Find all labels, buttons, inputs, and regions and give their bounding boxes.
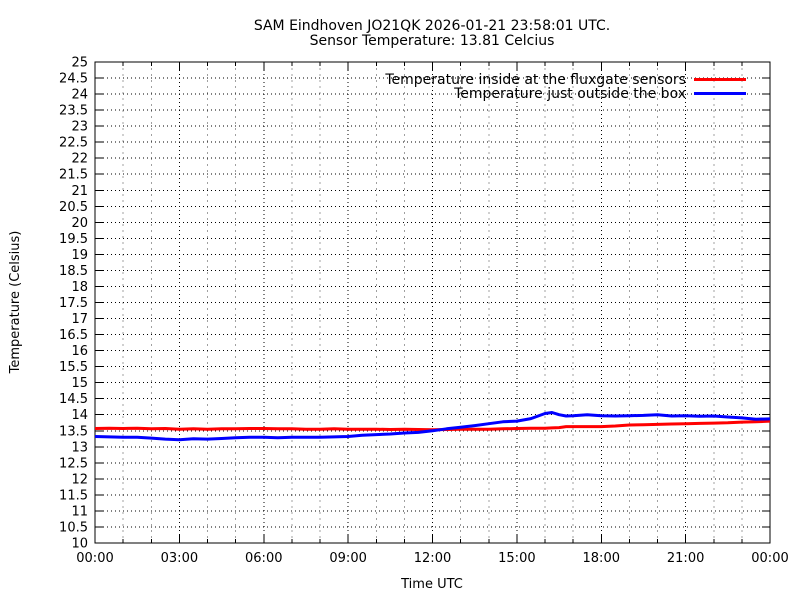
y-tick-label: 18 (71, 280, 88, 295)
legend-label-outside: Temperature just outside the box (453, 86, 686, 102)
y-tick-label: 17 (71, 312, 88, 327)
y-tick-label: 14.5 (59, 392, 88, 407)
y-tick-label: 25 (71, 56, 88, 71)
y-tick-label: 17.5 (59, 296, 88, 311)
x-tick-label: 06:00 (245, 551, 282, 566)
y-tick-label: 19 (71, 248, 88, 263)
y-tick-label: 18.5 (59, 264, 88, 279)
x-tick-label: 12:00 (414, 551, 451, 566)
legend: Temperature inside at the fluxgate senso… (384, 72, 746, 102)
y-tick-label: 20.5 (59, 200, 88, 215)
x-tick-label: 15:00 (498, 551, 535, 566)
y-tick-label: 22.5 (59, 136, 88, 151)
tick-label-layer: 2524.52423.52322.52221.52120.52019.51918… (59, 56, 789, 567)
y-tick-label: 23.5 (59, 104, 88, 119)
y-tick-label: 10 (71, 537, 88, 552)
y-tick-label: 10.5 (59, 520, 88, 535)
y-tick-label: 23 (71, 120, 88, 135)
x-tick-label: 18:00 (583, 551, 620, 566)
border-layer (94, 61, 771, 544)
y-tick-label: 21 (71, 184, 88, 199)
y-tick-label: 16.5 (59, 328, 88, 343)
y-tick-label: 24.5 (59, 72, 88, 87)
y-tick-label: 13 (71, 440, 88, 455)
legend-label-inside: Temperature inside at the fluxgate senso… (384, 72, 686, 88)
series-outside-line (94, 411, 771, 442)
x-tick-label: 00:00 (76, 551, 113, 566)
x-tick-label: 09:00 (329, 551, 366, 566)
chart-subtitle: Sensor Temperature: 13.81 Celcius (310, 33, 555, 49)
y-tick-label: 12.5 (59, 456, 88, 471)
y-tick-label: 12 (71, 472, 88, 487)
y-tick-label: 14 (71, 408, 88, 423)
grid-layer (95, 62, 770, 543)
y-axis-label: Temperature (Celsius) (8, 231, 23, 375)
x-tick-label: 21:00 (667, 551, 704, 566)
y-tick-label: 24 (71, 88, 88, 103)
y-tick-label: 11 (71, 504, 88, 519)
y-tick-label: 22 (71, 152, 88, 167)
y-tick-label: 20 (71, 216, 88, 231)
y-tick-label: 16 (71, 344, 88, 359)
series-layer (94, 411, 771, 442)
y-tick-label: 19.5 (59, 232, 88, 247)
y-tick-label: 11.5 (59, 488, 88, 503)
x-tick-label: 03:00 (161, 551, 198, 566)
chart-title: SAM Eindhoven JO21QK 2026-01-21 23:58:01… (254, 18, 610, 34)
y-tick-label: 15 (71, 376, 88, 391)
x-tick-label: 00:00 (751, 551, 788, 566)
y-tick-label: 15.5 (59, 360, 88, 375)
x-axis-label: Time UTC (400, 577, 463, 592)
y-tick-label: 21.5 (59, 168, 88, 183)
plot-border (94, 61, 771, 544)
y-tick-label: 13.5 (59, 424, 88, 439)
